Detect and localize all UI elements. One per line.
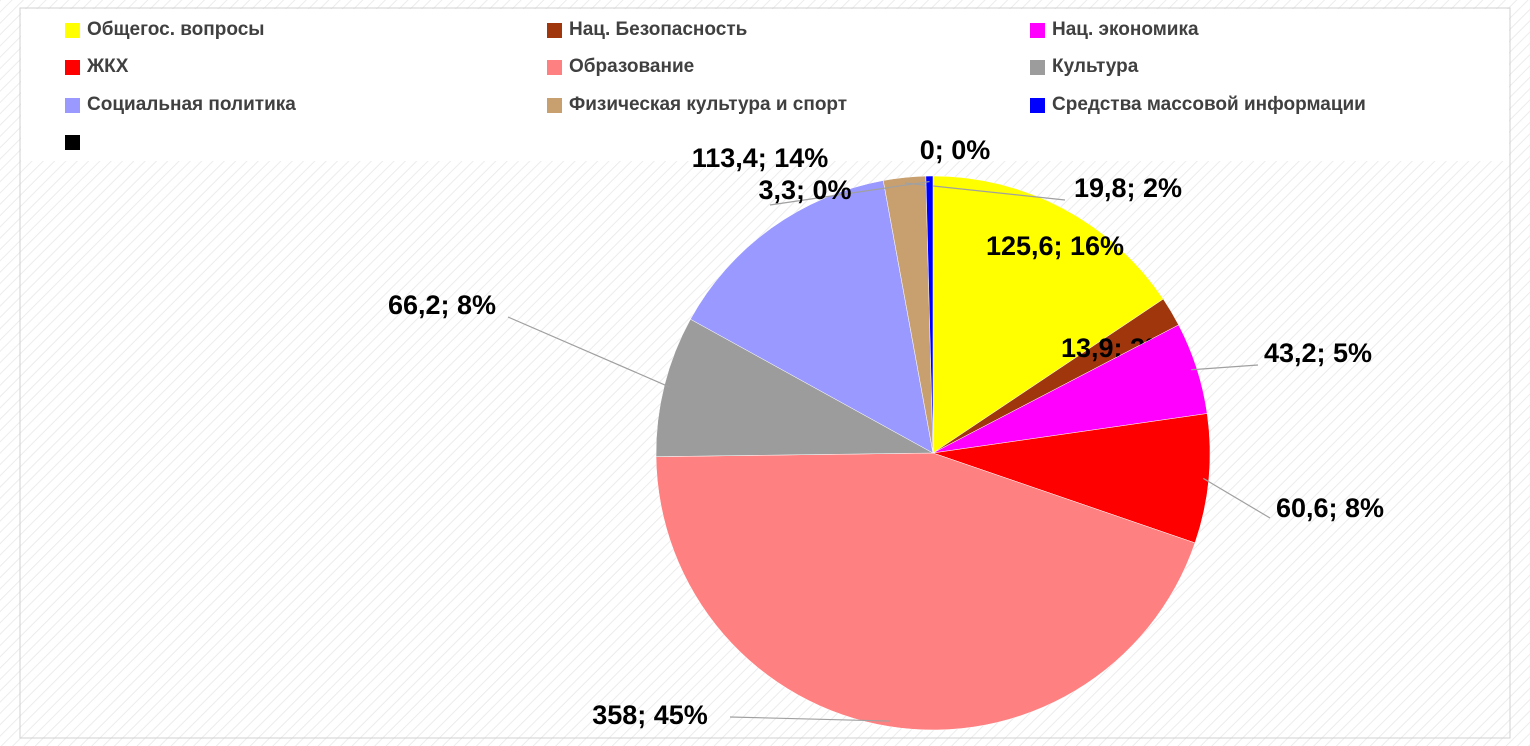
legend-swatch bbox=[65, 23, 80, 38]
pie-slice bbox=[655, 318, 934, 457]
data-label: 0; 0% bbox=[920, 135, 991, 165]
legend-swatch bbox=[1030, 23, 1045, 38]
legend-label: Культура bbox=[1052, 56, 1139, 77]
data-label: 19,8; 2% bbox=[1074, 173, 1182, 203]
legend-label: Образование bbox=[569, 56, 694, 77]
data-label: 125,6; 16% bbox=[986, 231, 1124, 261]
data-label: 60,6; 8% bbox=[1276, 493, 1384, 523]
legend-label: Нац. Безопасность bbox=[569, 19, 747, 40]
legend-swatch bbox=[547, 98, 562, 113]
data-label: 66,2; 8% bbox=[388, 290, 496, 320]
legend-label: Общегос. вопросы bbox=[87, 19, 265, 40]
legend-label: Социальная политика bbox=[87, 94, 296, 115]
legend-swatch bbox=[65, 135, 80, 150]
legend-label: Нац. экономика bbox=[1052, 19, 1199, 40]
legend-label: Физическая культура и спорт bbox=[569, 94, 847, 115]
legend-swatch bbox=[1030, 98, 1045, 113]
pie-slice bbox=[690, 180, 934, 454]
legend-area bbox=[21, 9, 1509, 161]
pie-slice bbox=[655, 452, 1196, 731]
data-label: 358; 45% bbox=[592, 700, 708, 730]
legend-label: Средства массовой информации bbox=[1052, 94, 1366, 115]
legend-swatch bbox=[65, 60, 80, 75]
pie-slice bbox=[932, 413, 1211, 544]
leader-line bbox=[1191, 364, 1259, 371]
legend-swatch bbox=[547, 60, 562, 75]
leader-line bbox=[507, 316, 670, 388]
pie-slice bbox=[925, 175, 934, 454]
plot-frame bbox=[19, 7, 1511, 739]
legend-swatch bbox=[1030, 60, 1045, 75]
legend-swatch bbox=[547, 23, 562, 38]
leader-line bbox=[729, 716, 891, 722]
leader-line bbox=[1202, 477, 1271, 519]
legend-label: ЖКХ bbox=[86, 56, 129, 77]
data-label: 43,2; 5% bbox=[1264, 338, 1372, 368]
data-label: 113,4; 14% bbox=[692, 143, 829, 173]
legend-swatch bbox=[65, 98, 80, 113]
data-label: 3,3; 0% bbox=[758, 175, 851, 205]
leader-line bbox=[769, 180, 930, 206]
pie-slice bbox=[932, 175, 1164, 454]
